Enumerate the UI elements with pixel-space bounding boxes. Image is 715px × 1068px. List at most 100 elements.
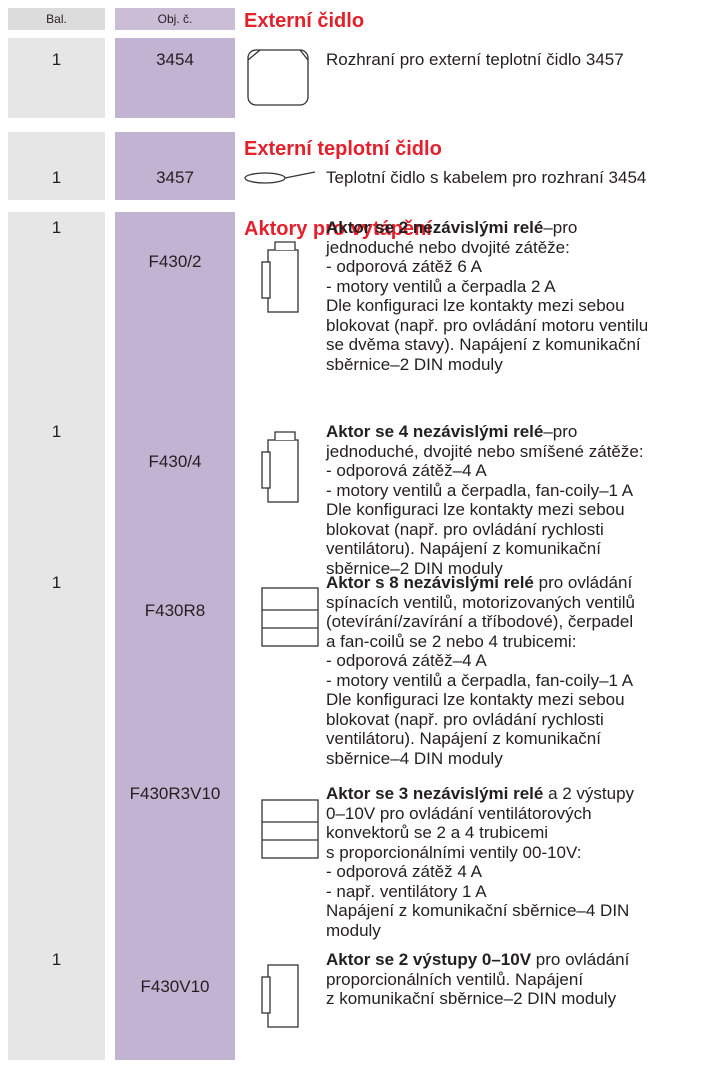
header-cell-code bbox=[115, 8, 235, 30]
section-title: Externí teplotní čidlo bbox=[244, 138, 442, 160]
description-line: ventilátoru). Napájení z komunikační bbox=[326, 539, 644, 559]
code-column bbox=[115, 38, 235, 118]
description: Aktor se 3 nezávislými relé a 2 výstupy 0… bbox=[326, 784, 634, 940]
description-text: proporcionálních ventilů. Napájení bbox=[326, 969, 584, 989]
description-text: blokovat (např. pro ovládání rychlosti bbox=[326, 519, 604, 539]
description-text: –pro bbox=[543, 422, 578, 441]
quantity: 1 bbox=[51, 422, 62, 441]
description-line: - např. ventilátory 1 A bbox=[326, 882, 634, 902]
description-text: jednoduché nebo dvojité zátěže: bbox=[326, 237, 570, 257]
description-line: jednoduché, dvojité nebo smíšené zátěže: bbox=[326, 442, 644, 462]
description-text: - odporová zátěž–4 A bbox=[326, 461, 487, 480]
description-text: - motory ventilů a čerpadla 2 A bbox=[326, 276, 556, 296]
description-line: sběrnice–2 DIN moduly bbox=[326, 559, 644, 579]
description-text: ventilátoru). Napájení z komunikační bbox=[326, 729, 601, 748]
description-line: jednoduché nebo dvojité zátěže: bbox=[326, 238, 648, 258]
description-text: jednoduché, dvojité nebo smíšené zátěže: bbox=[326, 441, 644, 461]
description-text: 0–10V pro ovládání ventilátorových bbox=[326, 803, 592, 823]
description-line: (otevírání/zavírání a tříbodové), čerpad… bbox=[326, 612, 635, 632]
description-line: Aktor se 2 nezávislými relé–pro bbox=[326, 218, 648, 238]
description-line: blokovat (např. pro ovládání rychlosti bbox=[326, 520, 644, 540]
description-line: sběrnice–4 DIN moduly bbox=[326, 749, 635, 769]
description-line: sběrnice–2 DIN moduly bbox=[326, 355, 648, 375]
description-line: 0–10V pro ovládání ventilátorových bbox=[326, 804, 634, 824]
product-code: F430/2 bbox=[148, 252, 202, 271]
description-line: Dle konfiguraci lze kontakty mezi sebou bbox=[326, 296, 648, 316]
description: Aktor s 8 nezávislými relé pro ovládání s… bbox=[326, 573, 635, 768]
description-line: blokovat (např. pro ovládání motoru vent… bbox=[326, 316, 648, 336]
description-text: blokovat (např. pro ovládání rychlosti bbox=[326, 709, 604, 729]
description-line: a fan-coilů se 2 nebo 4 trubicemi: bbox=[326, 632, 635, 652]
description-line: - odporová zátěž–4 A bbox=[326, 461, 644, 481]
description-line: Aktor se 2 výstupy 0–10V pro ovládání bbox=[326, 950, 629, 970]
description-text: (otevírání/zavírání a tříbodové), čerpad… bbox=[326, 612, 634, 631]
description-text: z komunikační sběrnice–2 DIN moduly bbox=[326, 989, 617, 1008]
description-text: - motory ventilů a čerpadla, fan-coily–1… bbox=[326, 480, 634, 500]
description-text: pro ovládání bbox=[531, 950, 630, 969]
product-code: 3457 bbox=[156, 168, 194, 187]
description-bold: Aktor se 4 nezávislými relé bbox=[326, 422, 544, 441]
header-code: Obj. č. bbox=[157, 12, 193, 26]
description-line: Aktor se 4 nezávislými relé–pro bbox=[326, 422, 644, 442]
description-text: a fan-coilů se 2 nebo 4 trubicemi: bbox=[326, 631, 577, 651]
description-line: se dvěma stavy). Napájení z komunikační bbox=[326, 335, 648, 355]
description-line: - odporová zátěž 4 A bbox=[326, 862, 634, 882]
description-line: - odporová zátěž 6 A bbox=[326, 257, 648, 277]
description-line: Rozhraní pro externí teplotní čidlo 3457 bbox=[326, 50, 624, 70]
qty-column bbox=[8, 38, 105, 118]
description-line: Dle konfiguraci lze kontakty mezi sebou bbox=[326, 690, 635, 710]
description: Aktor se 2 výstupy 0–10V pro ovládání pro… bbox=[326, 950, 629, 1009]
description-text: - např. ventilátory 1 A bbox=[326, 881, 487, 901]
section-title: Aktory pro vytápění bbox=[244, 218, 432, 240]
code-column bbox=[115, 132, 235, 200]
description-line: z komunikační sběrnice–2 DIN moduly bbox=[326, 989, 629, 1009]
description-text: pro ovládání bbox=[533, 573, 633, 592]
description-text: spínacích ventilů, motorizovaných ventil… bbox=[326, 592, 635, 612]
description-text: Rozhraní pro externí teplotní čidlo 3457 bbox=[326, 50, 624, 69]
product-code: F430R8 bbox=[144, 601, 206, 620]
description-line: proporcionálních ventilů. Napájení bbox=[326, 970, 629, 990]
description-line: Teplotní čidlo s kabelem pro rozhraní 34… bbox=[326, 168, 646, 188]
description-text: sběrnice–2 DIN moduly bbox=[326, 558, 503, 578]
description-line: blokovat (např. pro ovládání rychlosti bbox=[326, 710, 635, 730]
description-text: se dvěma stavy). Napájení z komunikační bbox=[326, 335, 641, 354]
header-qty: Bal. bbox=[46, 12, 67, 26]
description-text: s proporcionálními ventily 00-10V: bbox=[326, 842, 582, 862]
description-line: - motory ventilů a čerpadla, fan-coily–1… bbox=[326, 481, 644, 501]
description-line: Dle konfiguraci lze kontakty mezi sebou bbox=[326, 500, 644, 520]
product-code: F430/4 bbox=[148, 452, 202, 471]
description: Teplotní čidlo s kabelem pro rozhraní 34… bbox=[326, 168, 646, 188]
description-text: ventilátoru). Napájení z komunikační bbox=[326, 539, 601, 558]
description-line: - odporová zátěž–4 A bbox=[326, 651, 635, 671]
qty-column bbox=[8, 132, 105, 200]
description-line: moduly bbox=[326, 921, 634, 941]
quantity: 1 bbox=[51, 573, 62, 592]
description-line: s proporcionálními ventily 00-10V: bbox=[326, 843, 634, 863]
description-bold: Aktor s 8 nezávislými relé bbox=[326, 573, 534, 592]
description-text: - odporová zátěž 4 A bbox=[326, 862, 482, 881]
header-cell-qty bbox=[8, 8, 105, 30]
description-text: sběrnice–2 DIN moduly bbox=[326, 354, 503, 374]
description-text: Teplotní čidlo s kabelem pro rozhraní 34… bbox=[326, 168, 647, 187]
description-line: konvektorů se 2 a 4 trubicemi bbox=[326, 823, 634, 843]
description-text: blokovat (např. pro ovládání motoru vent… bbox=[326, 315, 649, 335]
description-line: ventilátoru). Napájení z komunikační bbox=[326, 729, 635, 749]
description-text: - odporová zátěž 6 A bbox=[326, 257, 482, 276]
description-line: Napájení z komunikační sběrnice–4 DIN bbox=[326, 901, 634, 921]
quantity: 1 bbox=[51, 168, 62, 187]
description-line: spínacích ventilů, motorizovaných ventil… bbox=[326, 593, 635, 613]
description-text: –pro bbox=[543, 218, 578, 237]
description-line: Aktor se 3 nezávislými relé a 2 výstupy bbox=[326, 784, 634, 804]
description-text: sběrnice–4 DIN moduly bbox=[326, 748, 503, 768]
product-code: 3454 bbox=[156, 50, 194, 69]
description-text: - motory ventilů a čerpadla, fan-coily–1… bbox=[326, 670, 634, 690]
description-text: Dle konfiguraci lze kontakty mezi sebou bbox=[326, 296, 625, 315]
qty-column bbox=[8, 212, 105, 1060]
description-text: Dle konfiguraci lze kontakty mezi sebou bbox=[326, 500, 625, 519]
description-text: Dle konfiguraci lze kontakty mezi sebou bbox=[326, 690, 625, 709]
code-column bbox=[115, 212, 235, 1060]
description-bold: Aktor se 2 nezávislými relé bbox=[326, 218, 544, 237]
description-line: - motory ventilů a čerpadla, fan-coily–1… bbox=[326, 671, 635, 691]
